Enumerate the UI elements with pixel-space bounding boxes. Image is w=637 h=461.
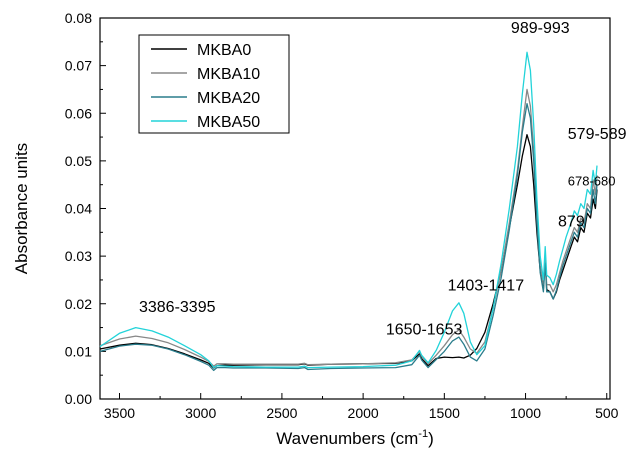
y-tick-label: 0.04	[65, 201, 92, 217]
legend-box	[138, 34, 290, 134]
peak-annotations: 3386-3395 1650-1653 1403-1417 989-993 579-58…	[139, 20, 627, 338]
x-axis-label: Wavenumbers (cm-1)	[276, 428, 433, 448]
y-tick-label: 0.01	[65, 343, 92, 359]
x-axis-label-main: Wavenumbers (cm	[276, 429, 418, 448]
y-tick-label: 0.00	[65, 391, 92, 407]
peak-label: 579-589	[568, 126, 627, 143]
peak-label: 989-993	[511, 20, 570, 37]
series-line-mkba20	[99, 103, 598, 372]
peak-label: 879	[558, 214, 585, 231]
legend-label: MKBA10	[197, 66, 260, 83]
x-tick-label: 1500	[429, 405, 460, 421]
y-axis-ticks: 0.00 0.01 0.02 0.03 0.04 0.05 0.06 0.07 0.08	[65, 10, 106, 407]
x-tick-label: 2000	[348, 405, 379, 421]
y-tick-label: 0.06	[65, 105, 92, 121]
peak-label: 3386-3395	[139, 299, 216, 316]
legend: MKBA0 MKBA10 MKBA20 MKBA50	[138, 34, 290, 134]
series-line-mkba10	[99, 88, 598, 367]
y-tick-label: 0.05	[65, 153, 92, 169]
x-axis-label-sup: -1	[418, 428, 428, 440]
x-tick-label: 1000	[510, 405, 541, 421]
x-axis-label-close: )	[428, 429, 434, 448]
x-tick-label: 3000	[185, 405, 216, 421]
y-axis-label: Absorbance units	[12, 143, 31, 274]
y-tick-label: 0.03	[65, 248, 92, 264]
y-tick-label: 0.02	[65, 296, 92, 312]
x-tick-label: 2500	[266, 405, 297, 421]
x-axis-ticks: 3500 3000 2500 2000 1500 1000 500	[104, 393, 619, 421]
legend-label: MKBA20	[197, 90, 260, 107]
series-line-mkba50	[99, 51, 598, 369]
peak-label: 678-680	[568, 174, 616, 189]
x-tick-label: 500	[595, 405, 619, 421]
legend-label: MKBA50	[197, 114, 260, 131]
y-tick-label: 0.07	[65, 58, 92, 74]
peak-label: 1650-1653	[386, 322, 463, 339]
peak-label: 1403-1417	[448, 277, 525, 294]
legend-label: MKBA0	[197, 42, 251, 59]
x-tick-label: 3500	[104, 405, 135, 421]
series-line-mkba0	[99, 134, 598, 369]
y-tick-label: 0.08	[65, 10, 92, 26]
series-lines	[99, 51, 598, 372]
